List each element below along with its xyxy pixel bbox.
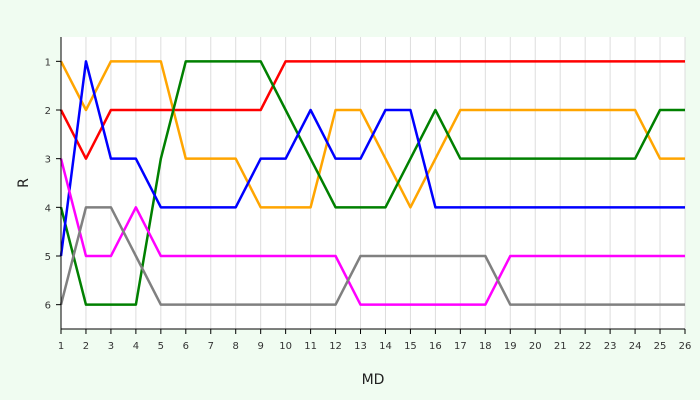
x-axis-ticks: 1 2 3 4 5 6 7 8 9 10 11 12 13 14 15 16 17 18 19 20 21 22 23 24 2… <box>58 329 692 352</box>
x-tick-label: 5 <box>158 341 164 352</box>
x-tick-label: 15 <box>404 341 417 352</box>
x-tick-label: 3 <box>108 341 114 352</box>
x-tick-label: 26 <box>679 341 692 352</box>
series-lines <box>59 60 685 306</box>
x-tick-label: 21 <box>554 341 567 352</box>
x-tick-label: 11 <box>304 341 317 352</box>
y-tick-label: 5 <box>45 252 51 263</box>
x-tick-label: 23 <box>604 341 617 352</box>
x-tick-label: 1 <box>58 341 64 352</box>
y-tick-label: 1 <box>45 57 51 68</box>
x-tick-label: 2 <box>83 341 89 352</box>
x-tick-label: 13 <box>354 341 367 352</box>
x-tick-label: 8 <box>233 341 239 352</box>
series-line <box>59 60 685 306</box>
x-tick-label: 22 <box>579 341 592 352</box>
x-tick-label: 7 <box>208 341 214 352</box>
series-line <box>59 60 685 160</box>
x-tick-label: 19 <box>504 341 517 352</box>
x-tick-label: 12 <box>329 341 342 352</box>
y-tick-label: 4 <box>45 203 51 214</box>
x-tick-label: 18 <box>479 341 492 352</box>
series-line <box>59 60 685 257</box>
grid-lines <box>60 37 686 329</box>
y-axis-title: R <box>16 178 32 188</box>
plot-area <box>61 37 685 329</box>
x-tick-label: 14 <box>379 341 392 352</box>
axes <box>60 37 685 330</box>
y-tick-label: 6 <box>45 301 51 312</box>
x-tick-label: 10 <box>279 341 292 352</box>
y-tick-label: 2 <box>45 106 51 117</box>
x-tick-label: 25 <box>654 341 667 352</box>
x-tick-label: 20 <box>529 341 542 352</box>
x-tick-label: 4 <box>133 341 139 352</box>
series-line <box>59 206 685 306</box>
y-axis-ticks: 1 2 3 4 5 6 <box>45 57 61 312</box>
x-tick-label: 16 <box>429 341 442 352</box>
x-tick-label: 17 <box>454 341 467 352</box>
y-tick-label: 3 <box>45 155 51 166</box>
x-axis-title: MD <box>362 372 385 388</box>
series-line <box>59 158 685 306</box>
x-tick-label: 9 <box>257 341 263 352</box>
x-tick-label: 6 <box>183 341 189 352</box>
x-tick-label: 24 <box>629 341 642 352</box>
